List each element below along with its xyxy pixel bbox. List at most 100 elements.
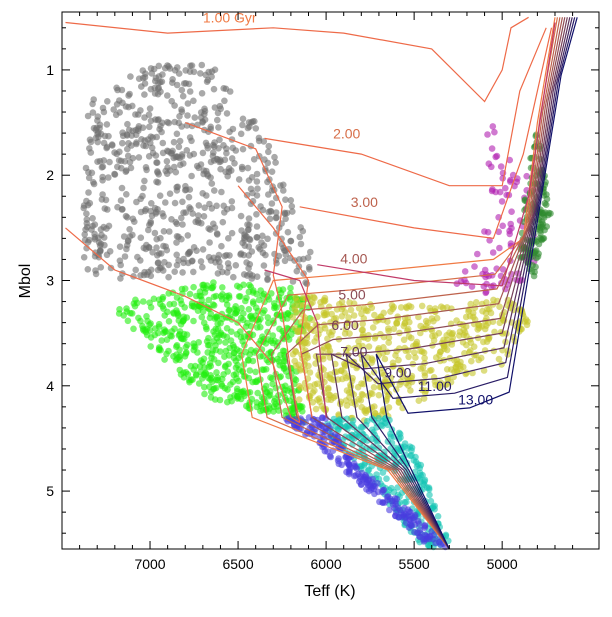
y-tick-label: 3 xyxy=(46,273,54,289)
star-point xyxy=(181,304,188,311)
star-point xyxy=(498,198,506,205)
star-point xyxy=(126,158,134,166)
star-point xyxy=(385,334,393,342)
star-point xyxy=(240,281,247,289)
star-point xyxy=(266,215,274,223)
star-point xyxy=(149,249,156,256)
star-point xyxy=(254,185,261,192)
star-point xyxy=(320,298,328,305)
star-point xyxy=(259,333,266,341)
star-point xyxy=(105,174,112,181)
star-point xyxy=(208,354,215,362)
star-point xyxy=(140,298,147,305)
star-point xyxy=(339,416,346,423)
star-point xyxy=(127,164,135,172)
star-point xyxy=(344,459,351,467)
star-point xyxy=(223,110,231,117)
star-point xyxy=(265,208,273,216)
star-point xyxy=(119,132,127,140)
star-point xyxy=(198,375,206,382)
isochrone-label: 3.00 xyxy=(351,194,378,210)
isochrone-lines-layer xyxy=(65,16,578,550)
star-point xyxy=(373,437,380,444)
star-point xyxy=(187,205,194,213)
star-point xyxy=(235,354,242,362)
star-point xyxy=(141,137,148,144)
star-point xyxy=(157,346,164,354)
star-point xyxy=(338,313,346,320)
star-point xyxy=(216,396,224,404)
star-point xyxy=(89,222,96,230)
isochrone-label: 11.00 xyxy=(418,378,452,394)
star-point xyxy=(137,234,145,241)
star-point xyxy=(282,215,289,223)
star-point xyxy=(248,395,256,403)
star-point xyxy=(242,232,249,239)
star-point xyxy=(244,164,252,172)
star-point xyxy=(369,324,377,331)
star-point xyxy=(244,124,252,132)
isochrone-line xyxy=(270,17,561,550)
star-point xyxy=(195,202,203,209)
star-point xyxy=(137,257,144,264)
star-point xyxy=(99,163,107,170)
star-point xyxy=(141,80,149,87)
star-point xyxy=(216,263,224,271)
star-point xyxy=(459,321,467,329)
star-point xyxy=(253,178,261,185)
star-point xyxy=(193,162,201,170)
star-point xyxy=(287,405,295,412)
star-point xyxy=(292,362,300,370)
star-point xyxy=(434,513,442,520)
star-point xyxy=(285,336,293,343)
star-point xyxy=(209,301,217,308)
star-point xyxy=(420,538,428,545)
star-point xyxy=(253,192,261,199)
star-point xyxy=(87,149,95,156)
star-point xyxy=(123,305,130,312)
star-point xyxy=(291,306,299,313)
star-point xyxy=(539,235,547,242)
star-point xyxy=(484,131,491,138)
star-point xyxy=(225,235,232,242)
star-point xyxy=(222,339,229,346)
star-point xyxy=(428,528,436,535)
star-point xyxy=(197,292,205,300)
star-point xyxy=(325,386,332,393)
star-point xyxy=(239,121,246,129)
star-point xyxy=(246,221,253,229)
star-point xyxy=(104,98,111,105)
star-point xyxy=(286,397,294,405)
star-point xyxy=(124,317,132,325)
star-point xyxy=(114,163,121,171)
star-point xyxy=(170,163,178,171)
star-point xyxy=(311,381,319,388)
star-point xyxy=(343,402,351,409)
star-point xyxy=(379,469,387,476)
star-point xyxy=(254,389,261,397)
isochrone-line xyxy=(184,122,301,423)
star-point xyxy=(273,304,280,311)
star-point xyxy=(185,259,192,267)
star-point xyxy=(215,359,222,367)
star-point xyxy=(197,109,205,116)
star-point xyxy=(148,200,155,207)
star-point xyxy=(493,152,501,160)
star-point xyxy=(523,172,530,180)
star-point xyxy=(228,397,235,405)
star-point xyxy=(125,237,132,244)
star-point xyxy=(182,67,189,74)
y-tick-label: 2 xyxy=(46,167,54,183)
star-point xyxy=(411,349,418,357)
star-point xyxy=(150,295,158,303)
star-point xyxy=(269,332,277,339)
star-point xyxy=(260,138,268,145)
star-point xyxy=(319,414,326,421)
star-point xyxy=(118,86,126,94)
star-point xyxy=(125,92,132,99)
star-point xyxy=(337,400,344,408)
star-point xyxy=(497,163,505,170)
star-point xyxy=(99,177,106,184)
star-point xyxy=(238,227,245,234)
star-point xyxy=(153,178,160,186)
